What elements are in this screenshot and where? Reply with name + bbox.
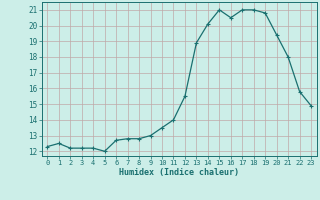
X-axis label: Humidex (Indice chaleur): Humidex (Indice chaleur) [119, 168, 239, 177]
